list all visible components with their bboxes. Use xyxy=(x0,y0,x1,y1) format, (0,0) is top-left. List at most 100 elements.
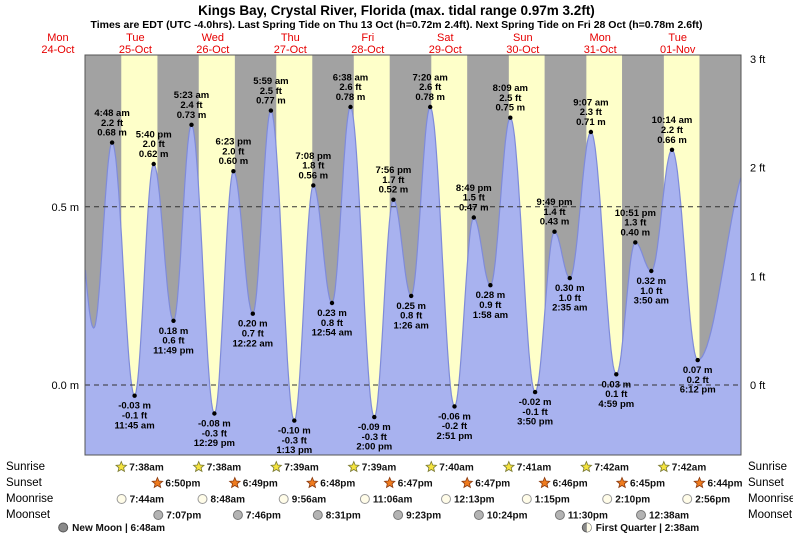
sunrise-icon xyxy=(192,460,205,473)
tide-extreme-dot xyxy=(391,197,396,202)
tide-extreme-dot xyxy=(292,418,297,423)
day-date-label: 31-Oct xyxy=(584,44,617,56)
high-tide-annotation: 7:20 am 2.6 ft 0.78 m xyxy=(413,72,448,103)
sunset-icon xyxy=(151,476,164,489)
moonrise-time: 11:06am xyxy=(373,495,413,506)
moonrise-time: 12:13pm xyxy=(454,495,495,506)
low-tide-annotation: -0.06 m -0.2 ft 2:51 pm xyxy=(437,411,473,442)
sunset-row-label-right: Sunset xyxy=(748,477,784,489)
y-axis-label-right: 2 ft xyxy=(750,163,765,175)
sunset-icon xyxy=(615,476,629,489)
sunrise-time: 7:41am xyxy=(517,463,552,474)
y-axis-label-right: 0 ft xyxy=(750,380,765,392)
moonrise-icon xyxy=(682,494,693,504)
sunrise-icon xyxy=(657,460,671,473)
y-axis-label-right: 3 ft xyxy=(750,54,765,66)
day-name-label: Fri xyxy=(361,32,374,44)
tide-extreme-dot xyxy=(231,169,236,174)
tide-curve-line xyxy=(84,106,742,422)
tide-extreme-dot xyxy=(409,293,414,299)
y-axis-label-left: 0.5 m xyxy=(51,202,79,214)
high-tide-annotation: 7:56 pm 1.7 ft 0.52 m xyxy=(375,165,411,196)
tide-extreme-dot xyxy=(488,283,493,288)
moonrise-time: 2:56pm xyxy=(695,495,730,506)
page-subtitle: Times are EDT (UTC -4.0hrs). Last Spring… xyxy=(90,19,703,31)
tide-extreme-dot xyxy=(109,140,115,145)
sunset-time: 6:45pm xyxy=(630,479,665,490)
sunset-time: 6:49pm xyxy=(243,479,278,490)
day-name-label: Sun xyxy=(513,32,533,44)
moonset-time: 8:31pm xyxy=(326,511,361,522)
moonrise-icon xyxy=(359,494,370,504)
moonset-time: 9:23pm xyxy=(406,511,441,522)
day-date-label: 28-Oct xyxy=(351,44,384,56)
y-axis-label-left: 0.0 m xyxy=(51,380,79,392)
high-tide-annotation: 5:23 am 2.4 ft 0.73 m xyxy=(174,90,209,121)
sunset-icon xyxy=(228,476,242,489)
low-tide-annotation: 0.28 m 0.9 ft 1:58 am xyxy=(473,290,508,321)
sunrise-time: 7:39am xyxy=(284,463,319,474)
moonset-icon xyxy=(153,510,164,520)
sunrise-time: 7:39am xyxy=(362,463,397,474)
moonrise-icon xyxy=(116,494,127,504)
first-quarter-lit-half xyxy=(586,523,592,532)
page-title: Kings Bay, Crystal River, Florida (max. … xyxy=(198,3,595,18)
moonrise-row-label-left: Moonrise xyxy=(6,493,54,505)
tide-extreme-dot xyxy=(428,104,433,110)
moonrise-icon xyxy=(602,494,613,504)
low-tide-annotation: -0.02 m -0.1 ft 3:50 pm xyxy=(517,397,553,428)
high-tide-annotation: 4:48 am 2.2 ft 0.68 m xyxy=(94,108,129,139)
tide-extreme-dot xyxy=(633,240,638,245)
moonrise-time: 8:48am xyxy=(211,495,246,506)
tide-extreme-dot xyxy=(348,104,353,110)
y-axis-label-right: 1 ft xyxy=(750,271,765,283)
high-tide-annotation: 5:59 am 2.5 ft 0.77 m xyxy=(253,76,288,107)
low-tide-annotation: 0.23 m 0.8 ft 12:54 am xyxy=(312,308,353,339)
moonset-time: 11:30pm xyxy=(568,511,608,522)
moonset-icon xyxy=(473,510,484,520)
high-tide-annotation: 9:07 am 2.3 ft 0.71 m xyxy=(573,97,608,128)
high-tide-annotation: 7:08 pm 1.8 ft 0.56 m xyxy=(295,151,331,182)
tide-extreme-dot xyxy=(189,122,194,128)
low-tide-annotation: 0.25 m 0.8 ft 1:26 am xyxy=(394,301,429,332)
high-tide-annotation: 10:14 am 2.2 ft 0.66 m xyxy=(652,115,693,146)
high-tide-annotation: 8:09 am 2.5 ft 0.75 m xyxy=(493,83,528,114)
sunset-time: 6:47pm xyxy=(398,479,433,490)
moonrise-row-label-right: Moonrise xyxy=(748,493,793,505)
tide-extreme-dot xyxy=(567,275,572,281)
sunrise-time: 7:42am xyxy=(594,463,629,474)
sunrise-time: 7:42am xyxy=(672,463,707,474)
low-tide-annotation: 0.18 m 0.6 ft 11:49 pm xyxy=(153,326,194,357)
high-tide-annotation: 9:49 pm 1.4 ft 0.43 m xyxy=(537,197,573,228)
tide-extreme-dot xyxy=(508,115,513,120)
sunrise-icon xyxy=(115,460,128,473)
day-date-label: 26-Oct xyxy=(196,44,229,56)
tide-extreme-dot xyxy=(372,414,377,420)
sunrise-icon xyxy=(425,460,438,473)
new-moon-icon xyxy=(58,522,69,533)
sunrise-icon xyxy=(502,460,516,473)
sunset-row-label-left: Sunset xyxy=(6,477,42,489)
moonset-time: 10:24pm xyxy=(487,511,528,522)
tide-extreme-dot xyxy=(329,300,335,306)
moonset-row-label-left: Moonset xyxy=(6,509,51,521)
moonset-time: 7:46pm xyxy=(246,511,281,522)
moonrise-time: 7:44am xyxy=(130,495,165,506)
tide-extreme-dot xyxy=(669,147,675,152)
low-tide-annotation: -0.10 m -0.3 ft 1:13 pm xyxy=(276,426,312,457)
plot-border xyxy=(84,54,742,456)
moonset-time: 7:07pm xyxy=(166,511,201,522)
sunrise-icon xyxy=(347,460,360,473)
day-name-label: Thu xyxy=(281,32,300,44)
tide-extreme-dot xyxy=(614,372,619,377)
high-tide-annotation: 10:51 pm 1.3 ft 0.40 m xyxy=(615,208,656,239)
tide-extreme-dot xyxy=(171,318,176,323)
low-tide-annotation: -0.09 m -0.3 ft 2:00 pm xyxy=(356,422,392,453)
low-tide-annotation: 0.30 m 1.0 ft 2:35 am xyxy=(552,283,587,314)
low-tide-annotation: 0.32 m 1.0 ft 3:50 am xyxy=(634,276,669,307)
moonrise-time: 2:10pm xyxy=(615,495,650,506)
day-date-label: 24-Oct xyxy=(41,44,74,56)
sunset-icon xyxy=(693,476,706,489)
low-tide-annotation: -0.08 m -0.3 ft 12:29 pm xyxy=(194,419,235,450)
